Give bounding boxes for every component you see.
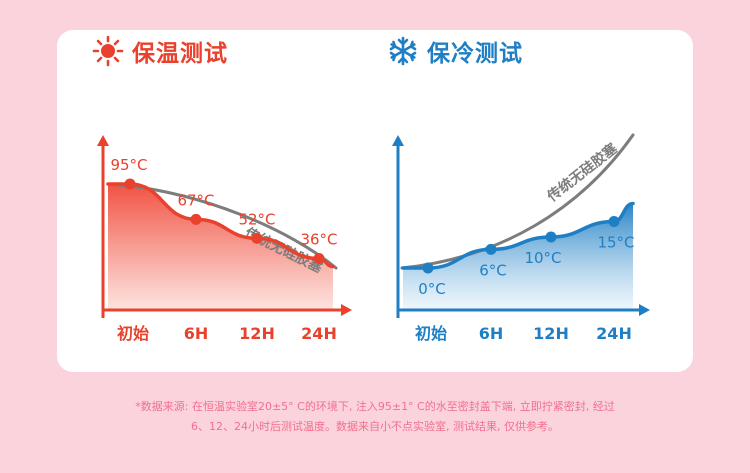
data-point-1-1 <box>485 243 497 255</box>
series-area-0 <box>108 184 333 310</box>
x-tick-label-1-3: 24H <box>596 324 632 343</box>
footnote-line-1: *数据来源: 在恒温实验室20±5° C的环境下, 注入95±1° C的水至密封… <box>135 400 615 413</box>
x-axis-arrow-1 <box>639 304 650 316</box>
y-axis-arrow-1 <box>392 135 404 146</box>
data-label-0-1: 67°C <box>177 191 214 209</box>
data-point-1-2 <box>545 231 557 243</box>
footnote-line-2: 6、12、24小时后测试温度。数据来自小不点实验室, 测试结果, 仅供参考。 <box>191 420 559 433</box>
x-tick-label-0-2: 12H <box>239 324 275 343</box>
footnote: *数据来源: 在恒温实验室20±5° C的环境下, 注入95±1° C的水至密封… <box>0 397 750 437</box>
series-area-1 <box>403 203 633 310</box>
data-point-0-2 <box>251 232 263 244</box>
snowflake-icon <box>389 36 417 66</box>
data-point-0-1 <box>190 213 202 225</box>
data-point-1-0 <box>422 262 434 274</box>
data-label-1-2: 10°C <box>524 249 561 267</box>
x-tick-label-0-1: 6H <box>184 324 209 343</box>
comparison-line-1 <box>400 133 635 270</box>
data-label-0-0: 95°C <box>110 156 147 174</box>
cold-title-text: 保冷测试 <box>427 41 523 67</box>
x-tick-label-1-2: 12H <box>533 324 569 343</box>
x-tick-label-0-3: 24H <box>301 324 337 343</box>
hot-test-title: 保温测试 <box>92 33 228 69</box>
cold-test-title: 保冷测试 <box>387 33 523 69</box>
comparison-label-1: 传统无硅胶塞 <box>543 139 621 205</box>
data-label-1-1: 6°C <box>479 261 507 279</box>
data-point-1-3 <box>608 216 620 227</box>
x-tick-label-1-0: 初始 <box>415 324 447 343</box>
sun-icon <box>92 35 124 67</box>
data-label-0-2: 52°C <box>238 210 275 228</box>
data-label-0-3: 36°C <box>300 231 337 249</box>
data-point-0-3 <box>313 253 325 265</box>
data-label-1-3: 15°C <box>597 234 634 252</box>
data-point-0-0 <box>124 178 136 190</box>
data-label-1-0: 0°C <box>418 280 446 298</box>
y-axis-arrow-0 <box>97 135 109 146</box>
x-tick-label-0-0: 初始 <box>117 324 149 343</box>
x-tick-label-1-1: 6H <box>479 324 504 343</box>
hot-title-text: 保温测试 <box>132 41 228 67</box>
x-axis-arrow-0 <box>341 304 352 316</box>
